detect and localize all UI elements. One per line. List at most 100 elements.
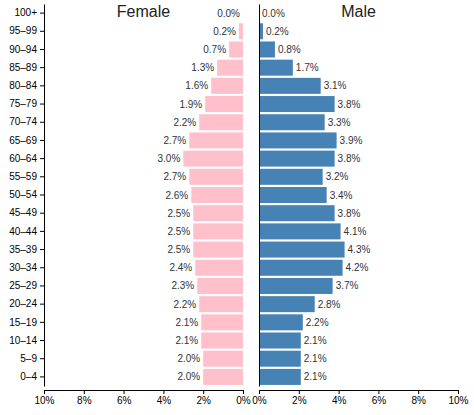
- data-label: 2.1%: [175, 317, 198, 328]
- tick-label: 5–9: [20, 353, 37, 364]
- bar: [189, 132, 243, 148]
- bar: [203, 351, 243, 367]
- data-label: 3.7%: [336, 280, 359, 291]
- tick-label: 85–89: [9, 62, 37, 73]
- bar: [239, 23, 243, 39]
- data-label: 2.3%: [171, 280, 194, 291]
- plot: 2.0%2.0%2.1%2.1%2.2%2.3%2.4%2.5%2.5%2.5%…: [9, 3, 251, 406]
- tick-label: 30–34: [9, 262, 37, 273]
- tick: 95–99: [9, 25, 44, 36]
- bar: [259, 114, 325, 130]
- tick-mark: [124, 390, 125, 394]
- tick-mark: [40, 176, 44, 177]
- tick: 5–9: [20, 353, 44, 364]
- tick: 40–44: [9, 226, 44, 237]
- tick: 35–39: [9, 244, 44, 255]
- chart: 2.0%2.0%2.1%2.1%2.2%2.3%2.4%2.5%2.5%2.5%…: [0, 0, 474, 415]
- bar: [259, 78, 321, 94]
- tick-label: 70–74: [9, 116, 37, 127]
- tick-mark: [378, 390, 379, 394]
- x-axis: 10%8%6%4%2%0%: [34, 390, 250, 406]
- x-axis: 0%2%4%6%8%10%: [252, 390, 468, 406]
- bar: [259, 60, 293, 76]
- title: Male: [341, 3, 376, 20]
- tick-mark: [163, 390, 164, 394]
- data-label: 2.8%: [318, 299, 341, 310]
- tick-mark: [40, 304, 44, 305]
- data-label: 2.1%: [304, 335, 327, 346]
- tick-mark: [259, 390, 260, 394]
- data-label: 3.4%: [330, 190, 353, 201]
- data-labels: 2.0%2.0%2.1%2.1%2.2%2.3%2.4%2.5%2.5%2.5%…: [158, 8, 241, 383]
- tick: 25–29: [9, 280, 44, 291]
- tick-label: 20–24: [9, 298, 37, 309]
- tick-label: 4%: [332, 395, 347, 406]
- bar: [259, 96, 335, 112]
- bar: [193, 242, 243, 258]
- data-label: 0.2%: [213, 26, 236, 37]
- tick-label: 100+: [14, 7, 37, 18]
- tick: 8%: [411, 390, 426, 406]
- tick-mark: [40, 376, 44, 377]
- tick-label: 6%: [372, 395, 387, 406]
- tick-label: 40–44: [9, 226, 37, 237]
- tick: 2%: [292, 390, 307, 406]
- tick-label: 10–14: [9, 335, 37, 346]
- tick-label: 15–19: [9, 317, 37, 328]
- data-label: 3.2%: [326, 171, 349, 182]
- bar: [229, 41, 243, 57]
- bar: [259, 314, 303, 330]
- bar: [243, 5, 244, 21]
- tick-label: 65–69: [9, 135, 37, 146]
- tick-label: 45–49: [9, 207, 37, 218]
- data-label: 2.2%: [306, 317, 329, 328]
- title: Female: [117, 3, 170, 20]
- tick-mark: [40, 213, 44, 214]
- data-label: 4.3%: [348, 244, 371, 255]
- bars: [259, 23, 345, 385]
- bar: [259, 260, 343, 276]
- tick-label: 50–54: [9, 189, 37, 200]
- plot: 2.1%2.1%2.1%2.2%2.8%3.7%4.2%4.3%4.1%3.8%…: [252, 3, 468, 406]
- tick-label: 95–99: [9, 25, 37, 36]
- axis-line: [45, 391, 244, 395]
- tick-label: 0%: [236, 395, 251, 406]
- bar: [259, 351, 301, 367]
- tick: 15–19: [9, 317, 44, 328]
- bar: [201, 333, 243, 349]
- bar: [199, 296, 243, 312]
- tick-mark: [243, 390, 244, 394]
- tick: 4%: [157, 390, 172, 406]
- tick: 2%: [196, 390, 211, 406]
- data-label: 2.4%: [169, 262, 192, 273]
- bar: [189, 169, 243, 185]
- tick-mark: [40, 322, 44, 323]
- tick-mark: [44, 390, 45, 394]
- bar: [205, 96, 243, 112]
- tick: 0–4: [20, 371, 44, 382]
- tick-label: 4%: [157, 395, 172, 406]
- tick-label: 0–4: [20, 371, 37, 382]
- data-label: 4.1%: [344, 226, 367, 237]
- bar: [259, 242, 345, 258]
- data-label: 0.2%: [266, 26, 289, 37]
- data-label: 2.1%: [175, 335, 198, 346]
- tick-label: 6%: [117, 395, 132, 406]
- tick-label: 2%: [196, 395, 211, 406]
- bar: [259, 278, 333, 294]
- tick-label: 90–94: [9, 44, 37, 55]
- tick-mark: [40, 158, 44, 159]
- tick-label: 2%: [292, 395, 307, 406]
- data-label: 2.5%: [167, 244, 190, 255]
- data-label: 1.7%: [296, 62, 319, 73]
- tick-mark: [40, 267, 44, 268]
- tick-mark: [458, 390, 459, 394]
- tick: 85–89: [9, 62, 44, 73]
- data-label: 2.7%: [163, 171, 186, 182]
- axis-line: [259, 5, 260, 387]
- data-label: 1.9%: [179, 99, 202, 110]
- tick-label: 8%: [77, 395, 92, 406]
- tick-mark: [299, 390, 300, 394]
- tick-label: 55–59: [9, 171, 37, 182]
- tick: 4%: [332, 390, 347, 406]
